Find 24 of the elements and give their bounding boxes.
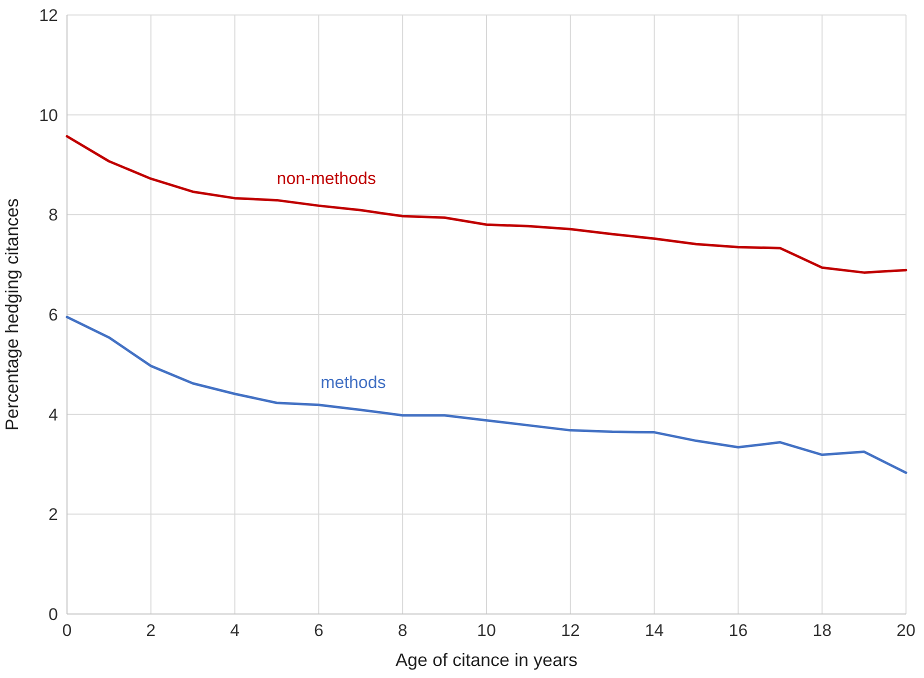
x-tick-label: 6 bbox=[314, 621, 324, 640]
line-series bbox=[66, 135, 908, 274]
y-tick-label: 0 bbox=[48, 604, 58, 624]
y-tick-label: 4 bbox=[48, 405, 58, 424]
x-tick-label: 0 bbox=[62, 621, 72, 640]
x-tick-label: 2 bbox=[146, 621, 156, 640]
x-tick-label: 12 bbox=[560, 621, 580, 640]
x-tick-label: 8 bbox=[398, 621, 408, 640]
x-tick-label: 20 bbox=[896, 621, 916, 640]
x-tick-label: 14 bbox=[644, 621, 664, 640]
y-tick-label: 10 bbox=[39, 106, 58, 125]
x-tick-label: 16 bbox=[728, 621, 748, 640]
x-tick-label: 10 bbox=[477, 621, 496, 640]
x-axis-title: Age of citance in years bbox=[395, 650, 578, 670]
y-axis-title: Percentage hedging citances bbox=[2, 198, 22, 431]
x-tick-label: 4 bbox=[230, 621, 240, 640]
y-tick-label: 8 bbox=[48, 206, 58, 225]
y-tick-label: 12 bbox=[39, 6, 58, 25]
y-tick-label: 2 bbox=[48, 505, 58, 524]
series-label: methods bbox=[320, 372, 386, 392]
y-tick-label: 6 bbox=[48, 305, 58, 324]
x-tick-label: 18 bbox=[812, 621, 832, 640]
line-series bbox=[66, 316, 908, 474]
series-label: non-methods bbox=[276, 169, 376, 188]
